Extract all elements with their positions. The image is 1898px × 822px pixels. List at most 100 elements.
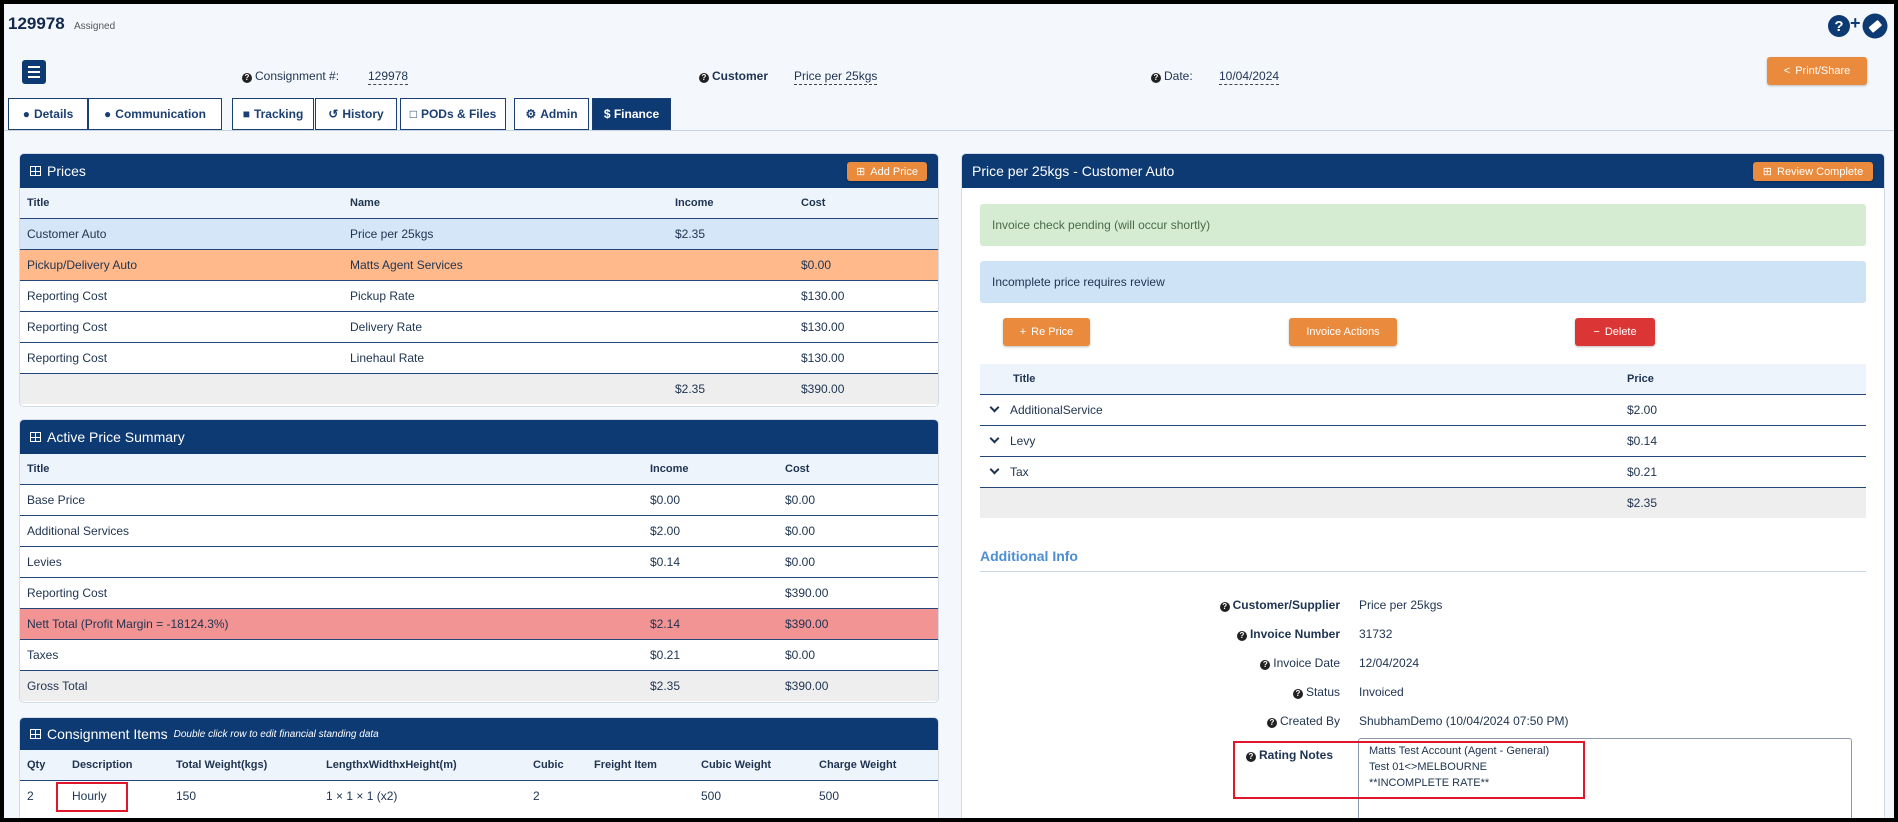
col-dimensions: LengthxWidthxHeight(m)	[319, 750, 526, 780]
invoice-actions-button[interactable]: Invoice Actions	[1289, 318, 1397, 346]
col-income: Income	[668, 188, 794, 218]
col-title: Title	[20, 454, 643, 484]
invoice-check-alert: Invoice check pending (will occur shortl…	[980, 204, 1866, 246]
tab-history[interactable]: ↺ History	[315, 98, 397, 130]
price-summary-header: Active Price Summary	[20, 420, 938, 454]
help-icon[interactable]: ?	[1827, 14, 1851, 38]
plus-icon: +	[1019, 326, 1027, 338]
date-field[interactable]: 10/04/2024	[1219, 69, 1280, 85]
prices-panel: Prices ⊞ Add Price Title Name Income Cost…	[20, 154, 938, 406]
price-summary-panel: Active Price Summary Title Income Cost B…	[20, 420, 938, 702]
reprice-button[interactable]: + Re Price	[1003, 318, 1090, 346]
table-row: Additional Services $2.00 $0.00	[20, 514, 938, 546]
table-icon	[30, 432, 41, 442]
table-icon	[30, 166, 41, 176]
consignment-field[interactable]: 129978	[368, 69, 409, 85]
col-income: Income	[643, 454, 778, 484]
col-cost: Cost	[794, 188, 938, 218]
help-icon: ?	[1266, 718, 1277, 728]
tab-tracking[interactable]: ■ Tracking	[232, 98, 314, 130]
svg-text:?: ?	[1834, 18, 1843, 35]
col-description: Description	[65, 750, 169, 780]
highlight-box	[1233, 741, 1585, 799]
prices-header: Prices ⊞ Add Price	[20, 154, 938, 188]
rating-notes-label: ? Rating Notes	[1246, 748, 1333, 762]
table-row[interactable]: 2 Hourly 150 1 × 1 × 1 (x2) 2 500 500	[20, 779, 938, 811]
table-row[interactable]: Customer Auto Price per 25kgs $2.35	[20, 217, 938, 249]
col-title: Title	[980, 364, 1620, 394]
additional-info-heading: Additional Info	[980, 548, 1078, 564]
plus-icon: ⊞	[1762, 166, 1772, 178]
invoice-date-label: ? Invoice Date	[1260, 656, 1340, 670]
created-by-value: ShubhamDemo (10/04/2024 07:50 PM)	[1359, 714, 1569, 728]
invoice-number-label: ? Invoice Number	[1236, 627, 1340, 641]
minus-icon: −	[1593, 326, 1600, 338]
customer-supplier-value: Price per 25kgs	[1359, 598, 1443, 612]
customer-supplier-label: ? Customer/Supplier	[1219, 598, 1340, 612]
table-row: Taxes $0.21 $0.00	[20, 638, 938, 670]
table-row[interactable]: Pickup/Delivery Auto Matts Agent Services…	[20, 248, 938, 280]
date-label: ? Date:	[1151, 69, 1193, 83]
delete-button[interactable]: − Delete	[1575, 318, 1655, 346]
history-icon: ↺	[328, 107, 339, 121]
table-row: Nett Total (Profit Margin = -18124.3%) $2…	[20, 607, 938, 639]
print-share-button[interactable]: < Print/Share	[1767, 57, 1867, 85]
col-freight-item: Freight Item	[587, 750, 694, 780]
status-label: ? Status	[1292, 685, 1340, 699]
tab-pods-files[interactable]: □ PODs & Files	[400, 98, 506, 130]
invoice-number-value: 31732	[1359, 627, 1393, 641]
chevron-down-icon	[989, 433, 1000, 443]
col-title: Title	[20, 188, 343, 218]
consignment-id: 129978	[8, 14, 65, 33]
user-icon: ●	[22, 107, 30, 121]
tab-communication[interactable]: ● Communication	[88, 98, 222, 130]
price-breakdown-table: Title Price AdditionalService $2.00 Levy $…	[980, 364, 1866, 518]
table-row: Base Price $0.00 $0.00	[20, 483, 938, 515]
customer-label: ? Customer	[699, 69, 768, 83]
col-qty: Qty	[20, 750, 65, 780]
table-row[interactable]: Reporting Cost Pickup Rate $130.00	[20, 279, 938, 311]
highlight-box	[56, 782, 128, 812]
table-row[interactable]: Reporting Cost Delivery Rate $130.00	[20, 310, 938, 342]
menu-button[interactable]	[22, 60, 46, 84]
col-total-weight: Total Weight(kgs)	[169, 750, 319, 780]
price-detail-header: Price per 25kgs - Customer Auto ⊞ Review …	[962, 154, 1884, 188]
rating-notes-field[interactable]: Matts Test Account (Agent - General) Tes…	[1358, 738, 1852, 818]
invoice-date-value: 12/04/2024	[1359, 656, 1420, 670]
col-name: Name	[343, 188, 668, 218]
tab-finance[interactable]: $ Finance	[592, 98, 671, 130]
help-icon: ?	[1219, 602, 1230, 612]
total-row: $2.35	[980, 486, 1866, 518]
table-row[interactable]: Levy $0.14	[980, 424, 1866, 456]
chevron-down-icon	[989, 464, 1000, 474]
help-icon: ?	[1236, 631, 1247, 641]
total-row: Gross Total $2.35 $390.00	[20, 669, 938, 701]
gear-icon: ⚙	[525, 107, 537, 121]
table-row: Reporting Cost $390.00	[20, 576, 938, 608]
help-icon: ?	[699, 73, 709, 83]
customer-field[interactable]: Price per 25kgs	[794, 69, 878, 85]
add-icon[interactable]: +	[1850, 13, 1861, 33]
col-cubic: Cubic	[526, 750, 587, 780]
ticket-icon[interactable]	[1862, 13, 1888, 39]
price-summary-table: Title Income Cost Base Price $0.00 $0.00 A…	[20, 454, 938, 701]
consignment-label: ? Consignment #:	[242, 69, 339, 83]
tab-details[interactable]: ● Details	[8, 98, 88, 130]
table-row[interactable]: Reporting Cost Linehaul Rate $130.00	[20, 341, 938, 373]
review-complete-button[interactable]: ⊞ Review Complete	[1753, 162, 1873, 181]
table-row[interactable]: Tax $0.21	[980, 455, 1866, 487]
help-icon: ?	[1151, 73, 1161, 83]
prices-table: Title Name Income Cost Customer Auto Pric…	[20, 188, 938, 404]
help-icon: ?	[242, 73, 252, 83]
plus-icon: ⊞	[856, 166, 866, 178]
status-value: Invoiced	[1359, 685, 1404, 699]
consignment-items-panel: Consignment Items Double click row to edi…	[20, 718, 938, 818]
truck-icon: ■	[242, 107, 250, 121]
created-by-label: ? Created By	[1266, 714, 1340, 728]
chevron-down-icon	[989, 402, 1000, 412]
consignment-items-header: Consignment Items Double click row to edi…	[20, 718, 938, 750]
add-price-button[interactable]: ⊞ Add Price	[847, 162, 927, 181]
table-row[interactable]: AdditionalService $2.00	[980, 393, 1866, 425]
total-row: $2.35 $390.00	[20, 372, 938, 404]
tab-admin[interactable]: ⚙ Admin	[514, 98, 589, 130]
